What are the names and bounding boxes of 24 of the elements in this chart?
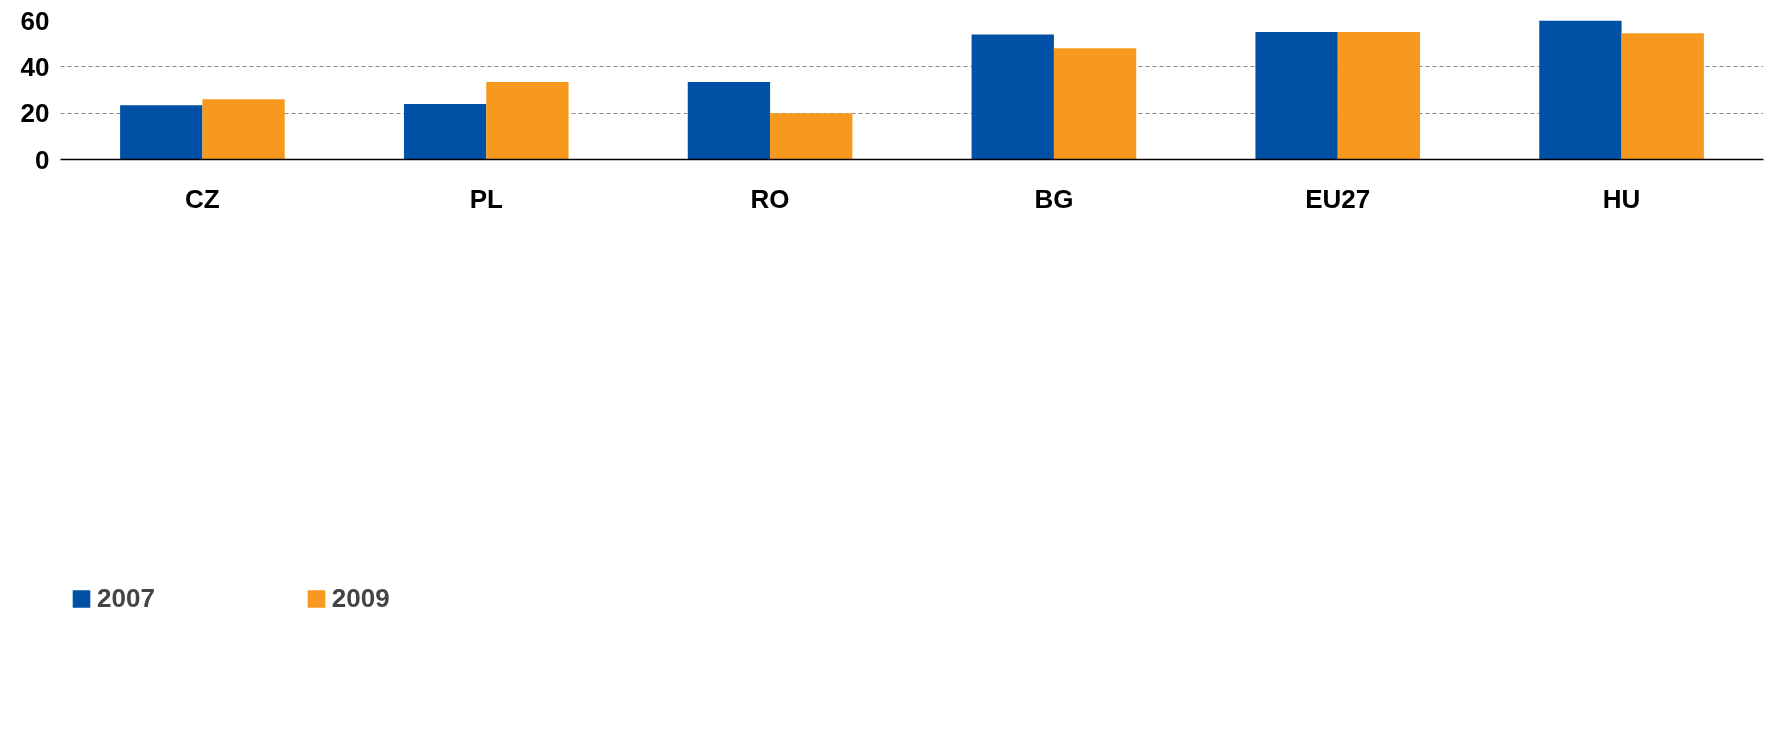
bar	[120, 105, 203, 160]
x-tick-label: EU27	[1305, 183, 1371, 214]
bar	[486, 82, 569, 160]
legend-label: 2007	[97, 582, 155, 614]
y-tick-label: 60	[20, 5, 50, 36]
bar	[1539, 20, 1622, 160]
bar	[770, 113, 853, 160]
y-tick-label: 0	[35, 144, 50, 175]
bar	[971, 34, 1054, 160]
x-tick-label: PL	[469, 183, 503, 214]
bar	[687, 82, 771, 160]
legend-label: 2009	[331, 582, 390, 614]
x-tick-label: HU	[1602, 183, 1641, 214]
bar	[202, 99, 285, 160]
bar	[1255, 32, 1338, 160]
x-tick-label: CZ	[185, 183, 220, 214]
bar	[1621, 33, 1704, 160]
bar	[1337, 32, 1421, 160]
x-tick-label: RO	[750, 183, 790, 214]
bar	[1053, 48, 1137, 160]
y-tick-label: 20	[20, 98, 50, 129]
x-tick-label: BG	[1034, 183, 1074, 214]
y-tick-label: 40	[20, 51, 50, 82]
bar	[403, 103, 487, 160]
